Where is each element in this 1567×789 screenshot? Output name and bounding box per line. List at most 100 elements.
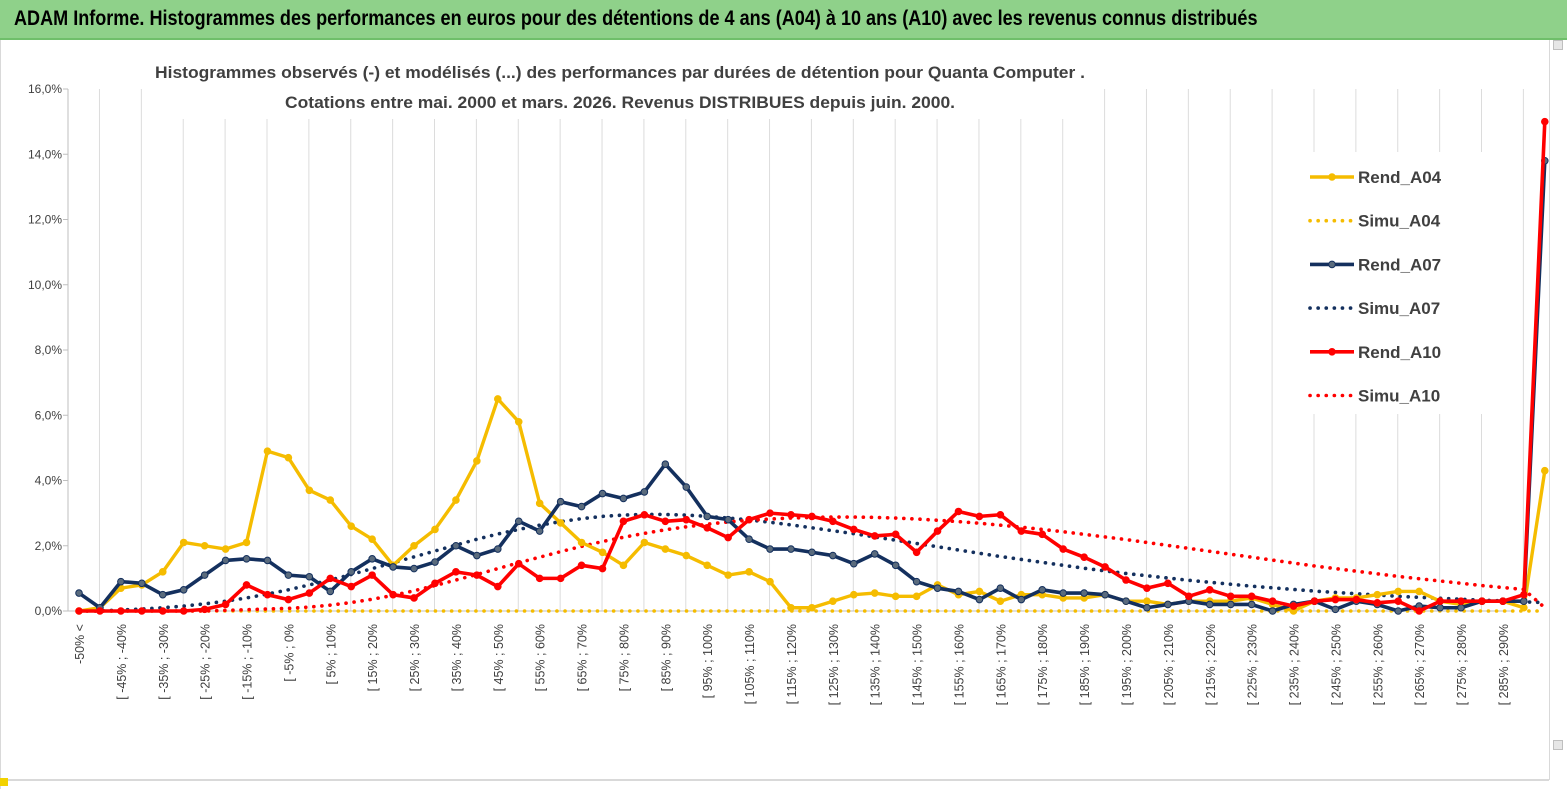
data-point xyxy=(661,460,670,468)
data-point xyxy=(1394,587,1403,596)
data-point xyxy=(996,597,1005,606)
data-point xyxy=(703,561,712,570)
legend-label: Rend_A04 xyxy=(1358,168,1442,187)
data-point xyxy=(619,517,628,526)
resize-handle-bottom-right[interactable] xyxy=(1553,740,1563,750)
legend-marker xyxy=(1328,348,1336,356)
data-point xyxy=(891,592,900,601)
data-point xyxy=(640,538,649,547)
data-point xyxy=(494,582,502,591)
x-tick-label: [ 155% ; 160% xyxy=(952,624,966,705)
data-point xyxy=(577,561,586,570)
y-tick-label: 4,0% xyxy=(35,474,63,488)
x-tick-label: [ 85% ; 90% xyxy=(659,624,673,691)
data-point xyxy=(138,579,146,588)
data-point xyxy=(619,494,628,503)
data-point xyxy=(724,515,732,524)
data-point xyxy=(158,607,167,615)
data-point xyxy=(1101,563,1109,571)
data-point xyxy=(954,507,963,516)
data-point xyxy=(682,551,691,560)
y-tick-label: 14,0% xyxy=(28,147,62,161)
data-point xyxy=(787,510,795,519)
data-point xyxy=(452,568,460,576)
data-point xyxy=(263,590,272,599)
data-point xyxy=(221,600,230,609)
data-point xyxy=(829,597,837,606)
x-tick-label: [ 35% ; 40% xyxy=(450,624,464,691)
y-tick-label: 12,0% xyxy=(28,213,62,227)
data-point xyxy=(494,395,502,403)
data-point xyxy=(263,447,272,455)
x-tick-label: [ -45% ; -40% xyxy=(115,624,129,700)
data-point xyxy=(117,577,125,586)
x-tick-label: [ 275% ; 280% xyxy=(1455,624,1469,705)
data-point xyxy=(975,587,984,596)
x-tick-label: [ 45% ; 50% xyxy=(492,624,506,691)
data-point xyxy=(1457,597,1465,606)
chart-frame-bottom xyxy=(0,779,1549,781)
x-tick-label: [ 185% ; 190% xyxy=(1078,624,1092,705)
x-tick-label: [ 265% ; 270% xyxy=(1413,624,1427,705)
data-point xyxy=(1520,590,1528,599)
data-point xyxy=(179,607,188,615)
data-point xyxy=(326,496,335,504)
x-tick-label: [ 285% ; 290% xyxy=(1497,624,1511,705)
data-point xyxy=(1164,600,1172,609)
series-simu-a10 xyxy=(77,515,1547,613)
data-point xyxy=(242,581,251,589)
x-tick-label: [ -5% ; 0% xyxy=(282,624,296,682)
data-point xyxy=(452,541,460,550)
data-point xyxy=(1059,589,1067,597)
chart-title-block: Histogrammes observés (-) et modélisés (… xyxy=(152,57,1097,119)
data-point xyxy=(849,590,858,599)
report-banner: ADAM Informe. Histogrammes des performan… xyxy=(0,0,1567,40)
x-tick-label: [ 75% ; 80% xyxy=(617,624,631,691)
data-point xyxy=(556,497,565,506)
data-point xyxy=(577,502,586,511)
x-tick-label: [ 245% ; 250% xyxy=(1329,624,1343,705)
x-tick-label: [ 135% ; 140% xyxy=(869,624,883,705)
data-point xyxy=(745,515,753,524)
data-point xyxy=(1289,602,1298,610)
data-point xyxy=(891,530,900,539)
data-point xyxy=(598,548,607,557)
x-tick-label: [ 175% ; 180% xyxy=(1036,624,1050,705)
data-point xyxy=(1394,607,1403,615)
data-point xyxy=(368,571,376,579)
data-point xyxy=(96,607,104,615)
legend-label: Simu_A07 xyxy=(1358,299,1440,318)
data-point xyxy=(158,568,167,576)
data-point xyxy=(829,517,837,526)
chart-title-background xyxy=(152,57,1097,119)
resize-handle-top-right[interactable] xyxy=(1553,40,1563,50)
data-point xyxy=(221,545,230,553)
y-tick-label: 0,0% xyxy=(35,604,63,618)
data-point xyxy=(473,457,481,465)
data-point xyxy=(179,538,188,547)
x-tick-label: [ 235% ; 240% xyxy=(1288,624,1302,705)
data-point xyxy=(787,603,795,612)
data-point xyxy=(829,551,837,560)
data-point xyxy=(1310,597,1319,606)
data-point xyxy=(766,545,774,553)
data-point xyxy=(724,533,732,542)
data-point xyxy=(1478,597,1486,606)
data-point xyxy=(1226,592,1235,601)
data-point xyxy=(1017,595,1026,604)
data-point xyxy=(284,571,293,579)
data-point xyxy=(326,587,335,596)
chart-subtitle: Cotations entre mai. 2000 et mars. 2026.… xyxy=(285,94,955,112)
data-point xyxy=(870,532,879,540)
x-tick-label: -50% < xyxy=(73,624,87,664)
series-simu-a07 xyxy=(77,512,1547,613)
data-point xyxy=(808,603,816,612)
data-point xyxy=(1436,603,1444,612)
data-point xyxy=(1457,603,1465,612)
data-point xyxy=(1331,605,1340,614)
data-point xyxy=(577,538,586,547)
data-point xyxy=(975,595,984,604)
data-point xyxy=(598,564,607,573)
data-point xyxy=(703,524,712,532)
data-point xyxy=(619,561,628,570)
